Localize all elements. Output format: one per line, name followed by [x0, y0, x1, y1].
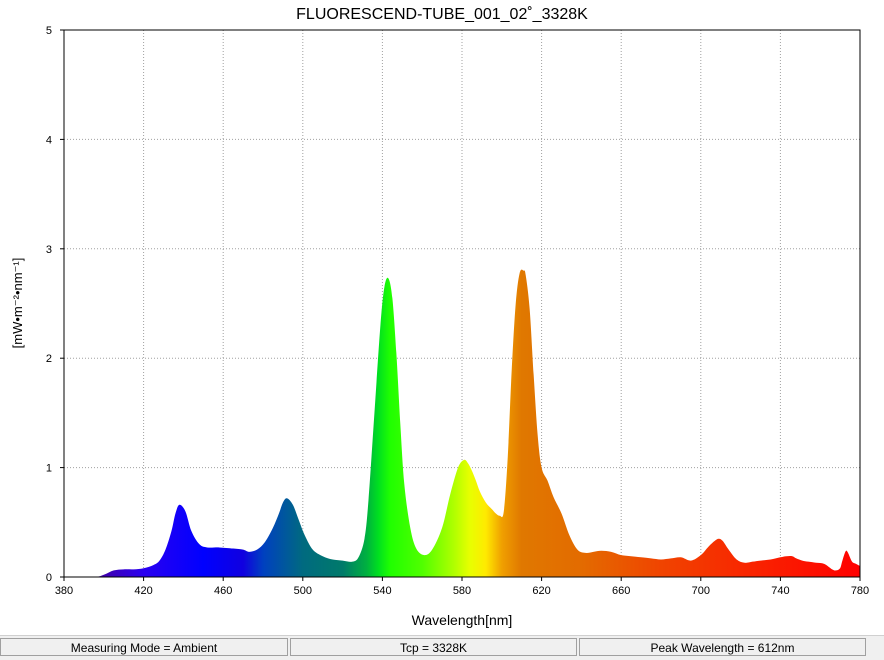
x-axis: 380 420 460 500 540 580 620 660 700 740 780: [55, 577, 869, 597]
x-tick-label: 580: [453, 585, 471, 597]
y-tick-label: 4: [46, 134, 52, 146]
measuring-mode-status: Measuring Mode = Ambient: [0, 638, 288, 656]
x-tick-label: 620: [532, 585, 550, 597]
x-tick-label: 500: [294, 585, 312, 597]
y-tick-label: 3: [46, 244, 52, 256]
x-axis-label: Wavelength[nm]: [412, 612, 513, 628]
y-tick-label: 1: [46, 463, 52, 475]
tcp-status: Tcp = 3328K: [290, 638, 577, 656]
y-axis: 0 1 2 3 4 5: [46, 25, 64, 584]
x-tick-label: 540: [373, 585, 391, 597]
x-tick-label: 700: [692, 585, 710, 597]
y-tick-label: 5: [46, 25, 52, 37]
x-tick-label: 380: [55, 585, 73, 597]
status-bar: Measuring Mode = Ambient Tcp = 3328K Pea…: [0, 635, 884, 660]
x-tick-label: 740: [771, 585, 789, 597]
x-tick-label: 420: [134, 585, 152, 597]
y-tick-label: 2: [46, 353, 52, 365]
spectrum-chart: FLUORESCEND-TUBE_001_02˚_3328K 380 420 460…: [10, 6, 869, 628]
x-tick-label: 780: [851, 585, 869, 597]
x-tick-label: 460: [214, 585, 232, 597]
y-tick-label: 0: [46, 572, 52, 584]
spectrum-area: [64, 269, 860, 577]
chart-title: FLUORESCEND-TUBE_001_02˚_3328K: [296, 6, 588, 23]
y-axis-label: [mW•m⁻²•nm⁻¹]: [10, 258, 25, 349]
x-tick-label: 660: [612, 585, 630, 597]
peak-wavelength-status: Peak Wavelength = 612nm: [579, 638, 866, 656]
